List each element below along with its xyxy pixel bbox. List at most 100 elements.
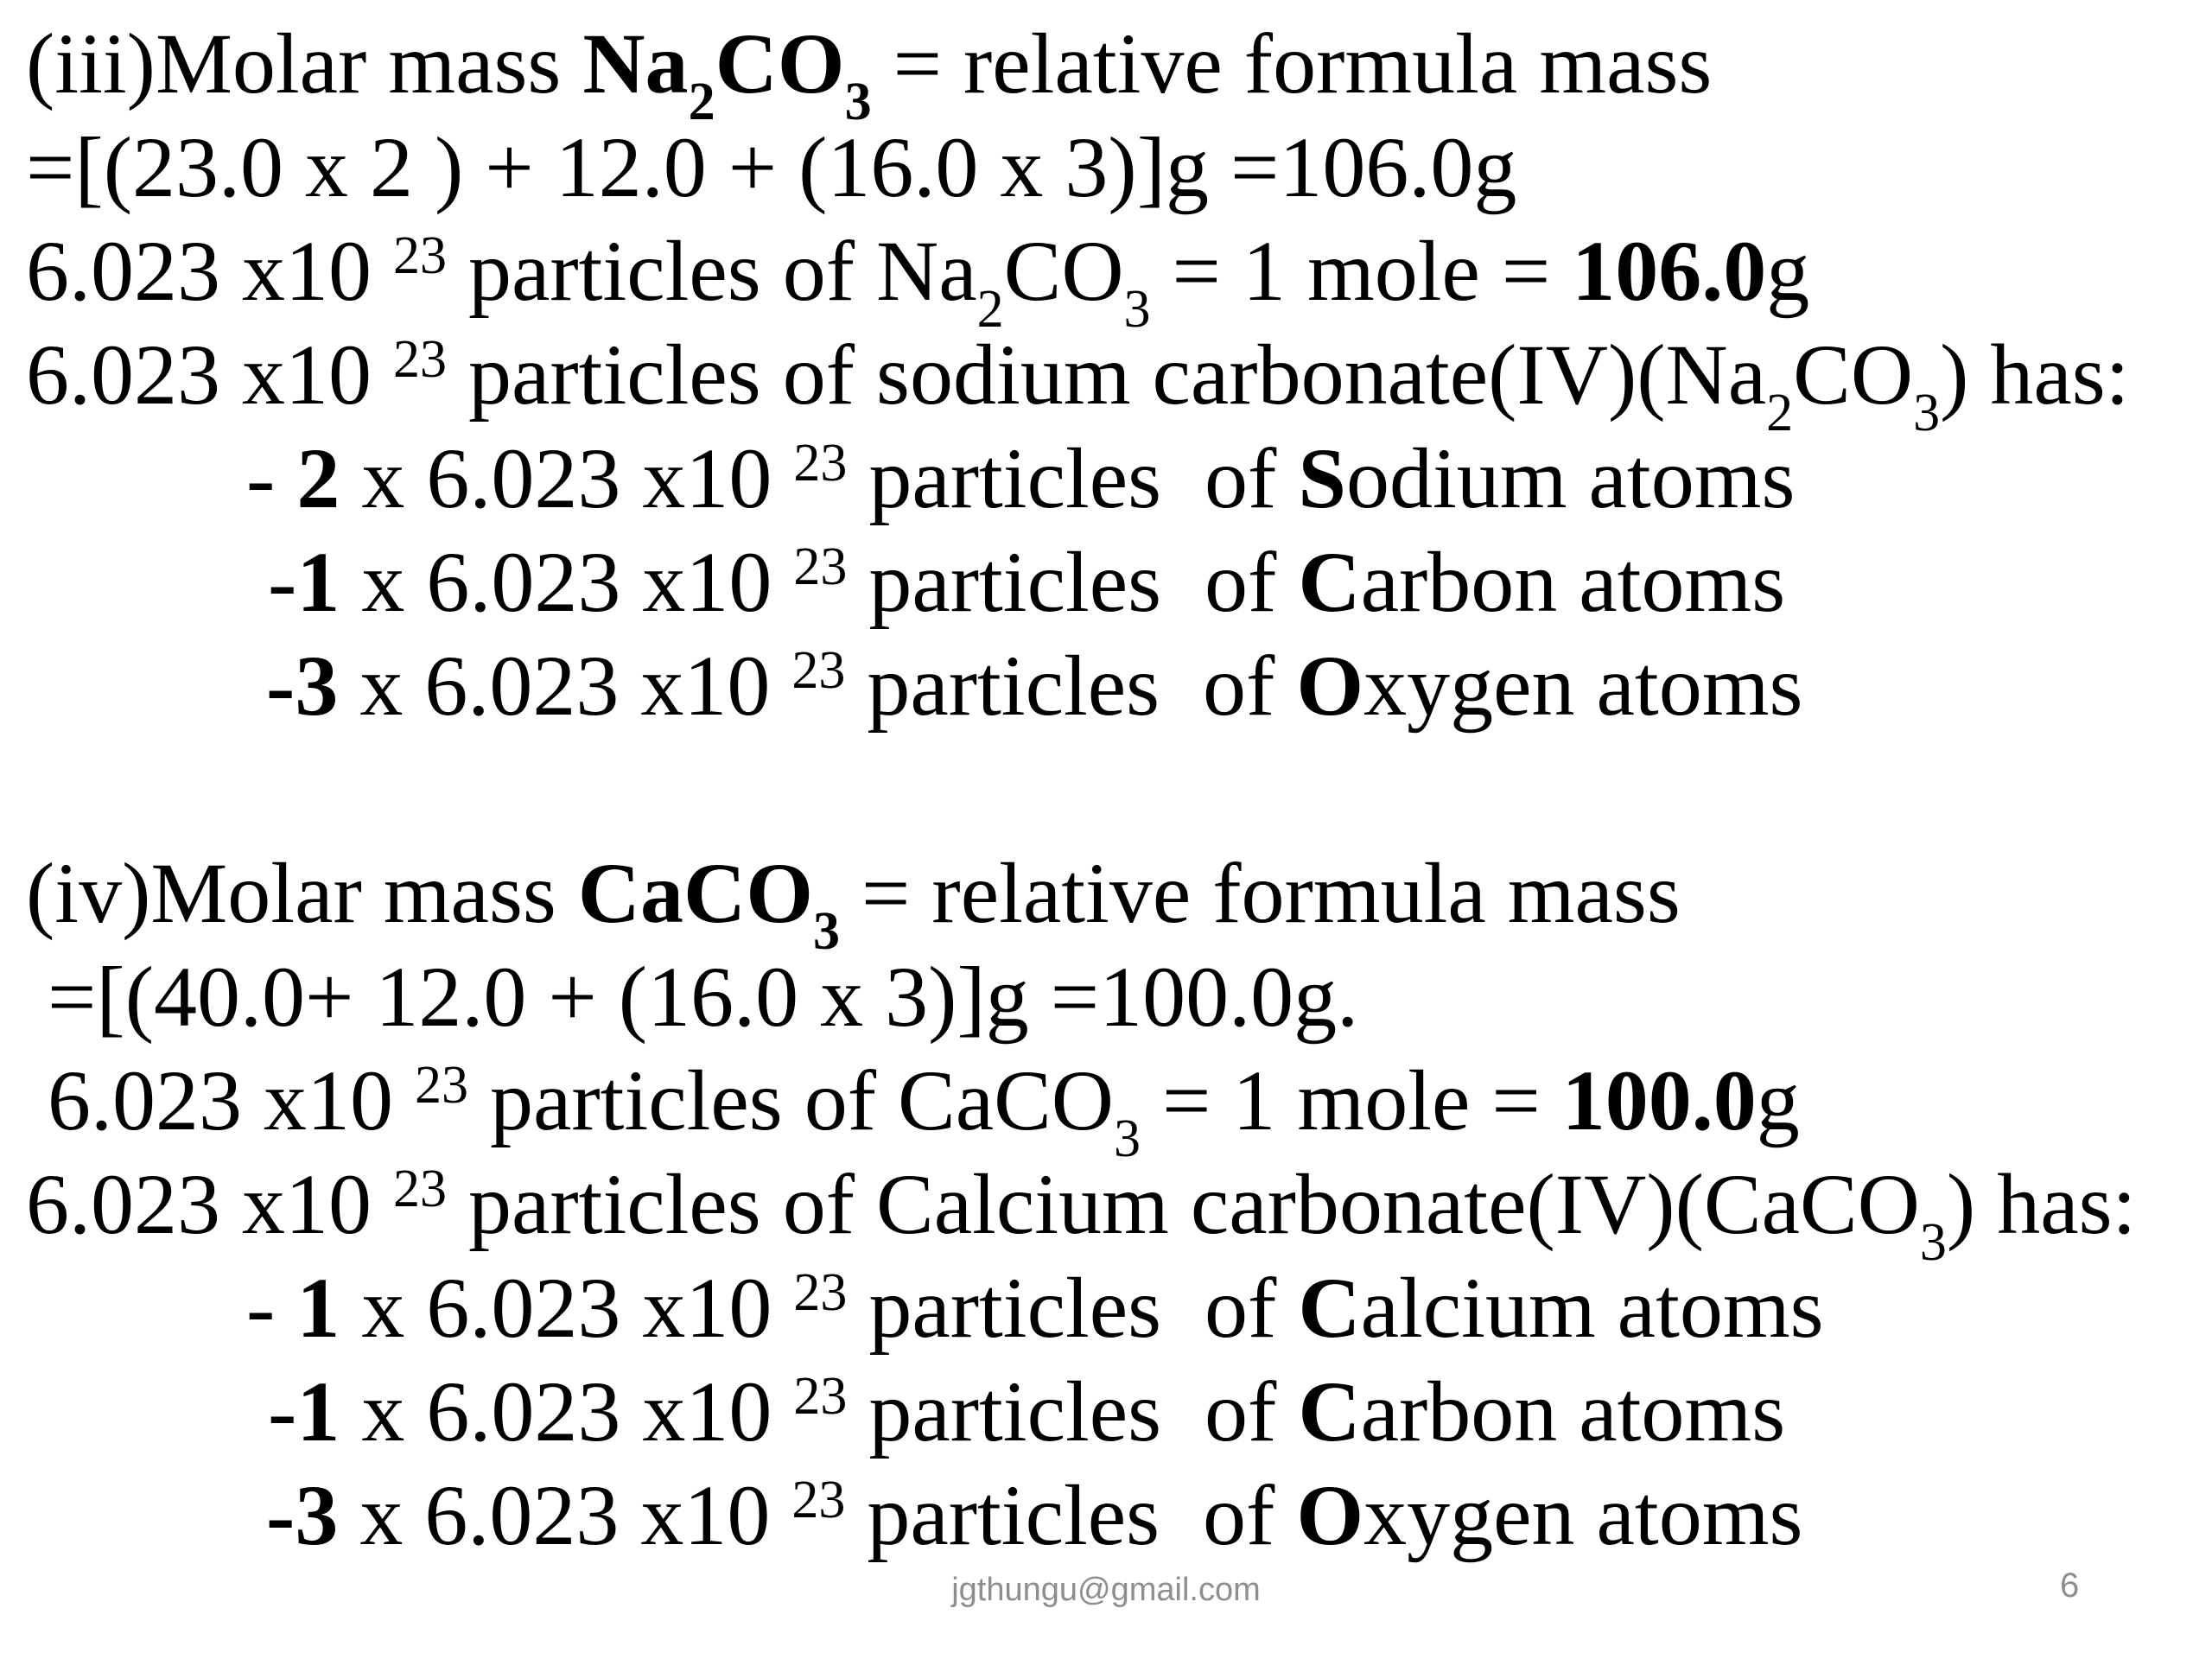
slide-line: 6.023 x10 23 particles of Na2CO3 = 1 mol…: [26, 219, 2212, 336]
text-run: particles of sodium carbonate(IV)(Na: [447, 327, 1767, 423]
text-run: 23: [793, 434, 848, 493]
text-run: xygen atoms: [1363, 1467, 1803, 1563]
text-run: 6.023 x10: [26, 327, 393, 423]
text-run: C: [1298, 534, 1361, 630]
text-run: 6.023 x10: [26, 1156, 393, 1252]
text-run: alcium atoms: [1360, 1260, 1824, 1356]
text-run: 23: [415, 1056, 468, 1115]
slide-line: -3 x 6.023 x10 23 particles of Oxygen at…: [26, 1464, 2212, 1567]
text-run: 3: [1114, 1109, 1141, 1168]
text-run: 3: [1123, 280, 1151, 339]
text-run: CO: [1003, 223, 1124, 319]
text-run: (iv)Molar mass: [26, 845, 578, 941]
slide-line: (iv)Molar mass CaCO3 = relative formula …: [26, 842, 2212, 958]
text-run: arbon atoms: [1360, 534, 1786, 630]
text-run: Na: [582, 16, 689, 111]
slide-line: =[(40.0+ 12.0 + (16.0 x 3)]g =100.0g.: [26, 945, 2212, 1049]
text-run: odium atoms: [1345, 430, 1796, 526]
text-run: O: [1296, 638, 1364, 734]
text-run: particles of: [847, 1260, 1299, 1356]
text-run: 3: [813, 902, 840, 961]
text-run: x 6.023 x10: [340, 1363, 794, 1459]
text-run: = 1 mole =: [1150, 223, 1573, 319]
text-run: 1: [296, 1363, 340, 1459]
text-run: -: [268, 1363, 297, 1459]
text-run: particles of: [847, 534, 1299, 630]
text-run: xygen atoms: [1363, 638, 1803, 734]
text-run: 2: [296, 430, 340, 526]
text-run: 23: [793, 1367, 848, 1426]
slide-line: - 2 x 6.023 x10 23 particles of Sodium a…: [26, 427, 2212, 531]
slide-line: -3 x 6.023 x10 23 particles of Oxygen at…: [26, 634, 2212, 738]
text-run: 6.023 x10: [26, 1052, 415, 1148]
text-run: 3: [844, 73, 872, 131]
text-run: x 6.023 x10: [340, 1260, 794, 1356]
text-run: particles of Calcium carbonate(IV)(CaCO: [447, 1156, 1920, 1252]
text-run: -: [246, 1260, 297, 1356]
text-run: 6.023 x10: [26, 223, 393, 319]
text-run: 1: [296, 534, 340, 630]
text-run: 23: [793, 1263, 848, 1322]
text-run: 3: [1913, 384, 1941, 442]
text-run: particles of CaCO: [468, 1052, 1115, 1148]
slide-line: -1 x 6.023 x10 23 particles of Carbon at…: [26, 1360, 2212, 1464]
slide-lines: (iii)Molar mass Na2CO3 = relative formul…: [26, 12, 2212, 1567]
text-run: 23: [791, 1471, 846, 1529]
footer-email: jgthungu@gmail.com: [951, 1572, 1261, 1608]
text-run: 2: [1766, 384, 1794, 442]
text-run: =[(23.0 x 2 ) + 12.0 + (16.0 x 3)]g =106…: [26, 119, 1517, 215]
text-run: x 6.023 x10: [338, 1467, 792, 1563]
text-run: 2: [976, 280, 1004, 339]
text-run: x 6.023 x10: [340, 430, 794, 526]
text-run: x 6.023 x10: [338, 638, 792, 734]
text-run: CO: [1793, 327, 1914, 423]
text-run: 106.0: [1572, 223, 1767, 319]
text-run: ) has:: [1940, 327, 2130, 423]
text-run: C: [1298, 1363, 1361, 1459]
text-run: -: [266, 1467, 296, 1563]
text-run: 23: [393, 330, 447, 389]
text-run: 3: [295, 638, 339, 734]
text-run: (iii)Molar mass: [26, 16, 583, 111]
text-run: -: [266, 638, 296, 734]
text-run: -: [246, 430, 297, 526]
text-run: g: [1756, 1052, 1800, 1148]
text-run: =[(40.0+ 12.0 + (16.0 x 3)]g =100.0g.: [26, 949, 1359, 1045]
text-run: ) has:: [1946, 1156, 2137, 1252]
text-run: particles of: [845, 1467, 1297, 1563]
slide-line: =[(23.0 x 2 ) + 12.0 + (16.0 x 3)]g =106…: [26, 116, 2212, 219]
text-run: g: [1766, 223, 1810, 319]
slide-line: [26, 738, 2212, 842]
text-run: CO: [715, 16, 845, 111]
text-run: particles of: [847, 430, 1299, 526]
slide-line: 6.023 x10 23 particles of CaCO3 = 1 mole…: [26, 1049, 2212, 1166]
text-run: x 6.023 x10: [340, 534, 794, 630]
text-run: 23: [393, 226, 447, 285]
text-run: 3: [295, 1467, 339, 1563]
text-run: C: [1298, 1260, 1361, 1356]
slide-line: 6.023 x10 23 particles of sodium carbona…: [26, 323, 2212, 440]
slide-line: (iii)Molar mass Na2CO3 = relative formul…: [26, 12, 2212, 129]
text-run: 23: [791, 641, 846, 700]
text-run: S: [1298, 430, 1346, 526]
text-run: 100.0: [1561, 1052, 1757, 1148]
slide-line: -1 x 6.023 x10 23 particles of Carbon at…: [26, 531, 2212, 634]
text-run: -: [268, 534, 297, 630]
text-run: 3: [1919, 1213, 1947, 1272]
text-run: 23: [793, 537, 848, 596]
text-run: O: [1296, 1467, 1364, 1563]
text-run: = 1 mole =: [1141, 1052, 1562, 1148]
text-run: particles of: [847, 1363, 1299, 1459]
text-run: arbon atoms: [1360, 1363, 1786, 1459]
text-run: particles of Na: [447, 223, 977, 319]
text-run: 2: [688, 73, 715, 131]
slide-line: 6.023 x10 23 particles of Calcium carbon…: [26, 1153, 2212, 1269]
text-run: 1: [296, 1260, 340, 1356]
text-run: = relative formula mass: [840, 845, 1681, 941]
text-run: particles of: [845, 638, 1297, 734]
page-number: 6: [2060, 1567, 2080, 1605]
text-run: 23: [393, 1160, 447, 1218]
slide-line: - 1 x 6.023 x10 23 particles of Calcium …: [26, 1256, 2212, 1360]
text-run: CaCO: [577, 845, 813, 941]
